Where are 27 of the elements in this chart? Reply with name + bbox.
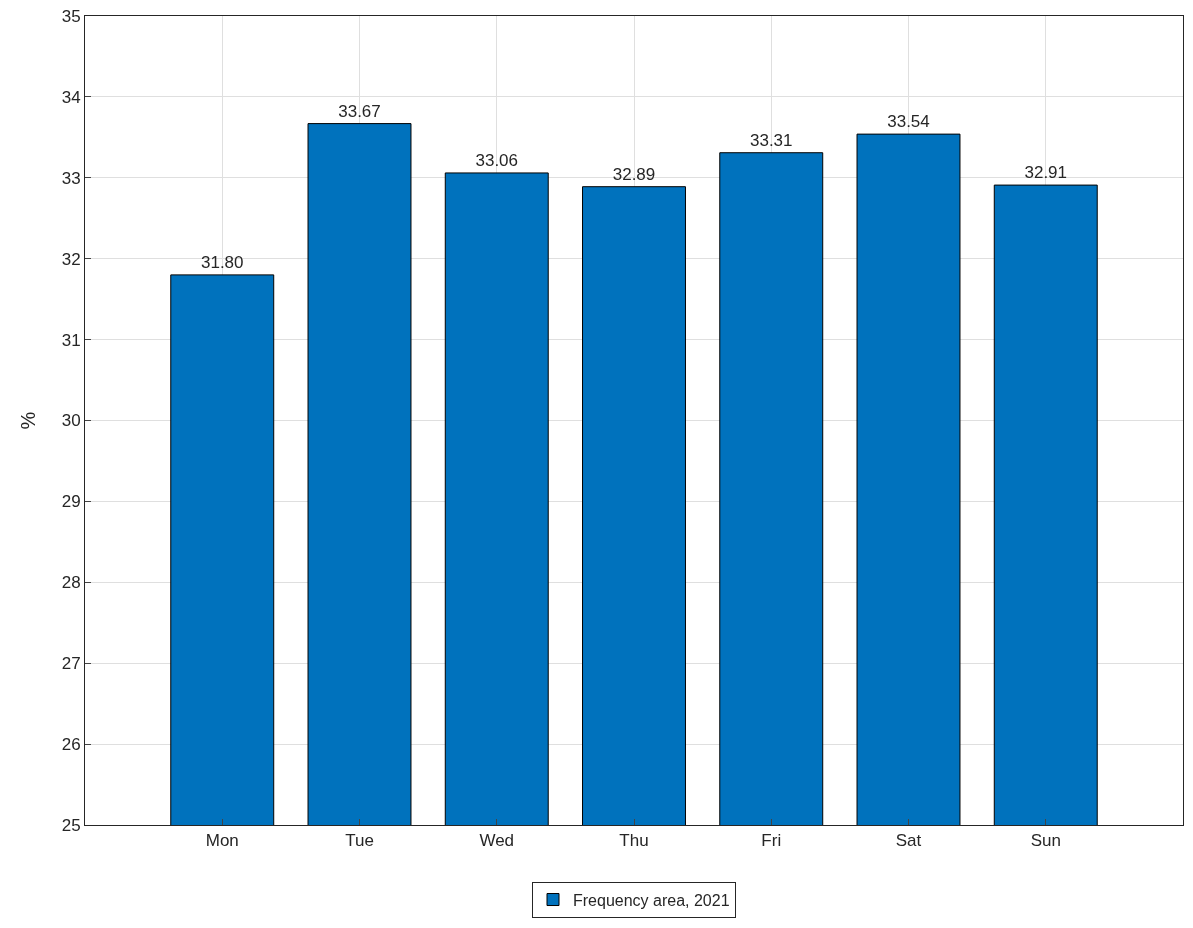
y-tick-label: 33: [61, 168, 81, 188]
y-tick-label: 26: [61, 735, 81, 755]
y-tick-label: 34: [61, 87, 81, 107]
y-axis-title: %: [17, 411, 39, 430]
data-label: 31.80: [200, 252, 244, 272]
x-tick-label: Sun: [1030, 831, 1061, 851]
data-label: 33.06: [475, 150, 519, 170]
data-label: 32.89: [612, 164, 656, 184]
legend-label: Frequency area, 2021: [573, 891, 730, 909]
data-label: 33.31: [749, 130, 793, 150]
x-tick-label: Mon: [205, 831, 239, 851]
x-tick-label: Sat: [895, 831, 922, 851]
y-tick-label: 31: [61, 330, 81, 350]
y-tick-label: 25: [61, 815, 81, 835]
y-tick-label: 29: [61, 492, 81, 512]
data-label: 33.67: [338, 101, 381, 121]
x-tick-label: Thu: [619, 831, 649, 851]
y-tick-label: 32: [61, 249, 81, 269]
y-tick-label: 30: [61, 411, 81, 431]
y-tick-label: 27: [61, 654, 81, 674]
data-label: 33.54: [887, 112, 930, 132]
y-tick-label: 35: [61, 6, 81, 26]
x-tick-label: Wed: [479, 831, 515, 851]
x-tick-label: Tue: [345, 831, 374, 851]
y-tick-label: 28: [61, 573, 81, 593]
x-tick-label: Fri: [761, 831, 782, 851]
data-label: 32.91: [1024, 163, 1068, 183]
